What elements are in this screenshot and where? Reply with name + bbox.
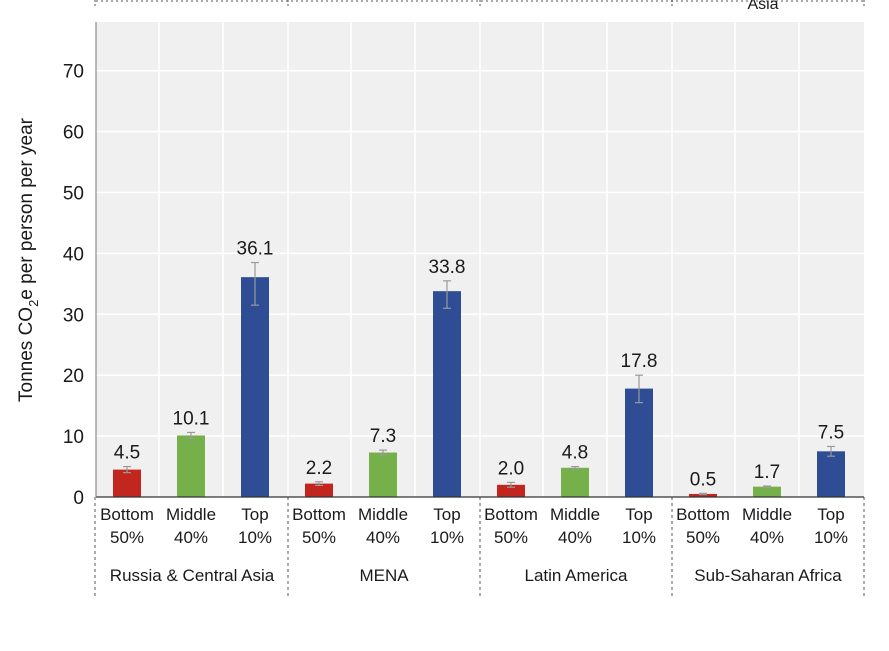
x-tick-label: 10%	[430, 528, 464, 547]
x-tick-label: Top	[433, 505, 460, 524]
x-tick-label: Middle	[742, 505, 792, 524]
x-tick-label: Top	[817, 505, 844, 524]
x-tick-label: 40%	[174, 528, 208, 547]
bar	[241, 277, 269, 497]
bar-value-label: 17.8	[621, 351, 658, 372]
bar-value-label: 0.5	[690, 469, 716, 490]
x-tick-label: 40%	[366, 528, 400, 547]
x-tick-label: 50%	[110, 528, 144, 547]
x-tick-label: 50%	[686, 528, 720, 547]
bar-value-label: 7.3	[370, 426, 396, 447]
bar	[497, 484, 525, 497]
bar-value-label: 33.8	[429, 257, 466, 278]
bar	[305, 483, 333, 497]
x-tick-label: 50%	[494, 528, 528, 547]
x-tick-label: 50%	[302, 528, 336, 547]
y-axis-label-part: Tonnes CO	[16, 307, 37, 402]
bar	[113, 469, 141, 497]
y-axis-label: Tonnes CO2e per person per year	[16, 117, 41, 402]
y-axis-label-subscript: 2	[26, 300, 41, 307]
y-tick-label: 30	[63, 305, 84, 326]
x-tick-label: Middle	[166, 505, 216, 524]
group-label: Sub-Saharan Africa	[694, 566, 842, 585]
x-tick-label: Middle	[550, 505, 600, 524]
y-tick-label: 40	[63, 244, 84, 265]
x-tick-label: 40%	[558, 528, 592, 547]
bar	[625, 388, 653, 497]
top-fragment-label: Asia	[747, 0, 778, 13]
y-axis-label-part: e per person per year	[16, 117, 37, 299]
bar-value-label: 2.2	[306, 458, 332, 479]
group-label: MENA	[359, 566, 409, 585]
y-tick-label: 0	[73, 488, 84, 509]
x-tick-label: 10%	[814, 528, 848, 547]
bar-value-label: 4.8	[562, 443, 588, 464]
x-tick-label: Bottom	[676, 505, 730, 524]
x-tick-label: Bottom	[484, 505, 538, 524]
group-label: Russia & Central Asia	[110, 566, 275, 585]
bar	[689, 493, 717, 497]
x-tick-label: Top	[241, 505, 268, 524]
y-tick-label: 70	[63, 62, 84, 83]
y-tick-label: 20	[63, 366, 84, 387]
y-tick-label: 60	[63, 123, 84, 144]
bar	[753, 486, 781, 497]
x-tick-label: Bottom	[292, 505, 346, 524]
bar-value-label: 36.1	[237, 239, 274, 260]
bar-value-label: 7.5	[818, 422, 844, 443]
y-tick-label: 50	[63, 184, 84, 205]
bar	[177, 435, 205, 497]
x-tick-label: 10%	[622, 528, 656, 547]
bar-value-label: 1.7	[754, 462, 780, 483]
bar	[817, 451, 845, 497]
y-tick-label: 10	[63, 427, 84, 448]
bar-value-label: 10.1	[173, 408, 210, 429]
x-tick-label: Bottom	[100, 505, 154, 524]
group-label: Latin America	[525, 566, 629, 585]
x-tick-label: 10%	[238, 528, 272, 547]
x-tick-label: Top	[625, 505, 652, 524]
bar-value-label: 2.0	[498, 458, 524, 479]
bar-value-label: 4.5	[114, 443, 140, 464]
bar	[433, 291, 461, 497]
x-tick-label: 40%	[750, 528, 784, 547]
bar	[369, 452, 397, 497]
bar	[561, 467, 589, 497]
x-tick-label: Middle	[358, 505, 408, 524]
